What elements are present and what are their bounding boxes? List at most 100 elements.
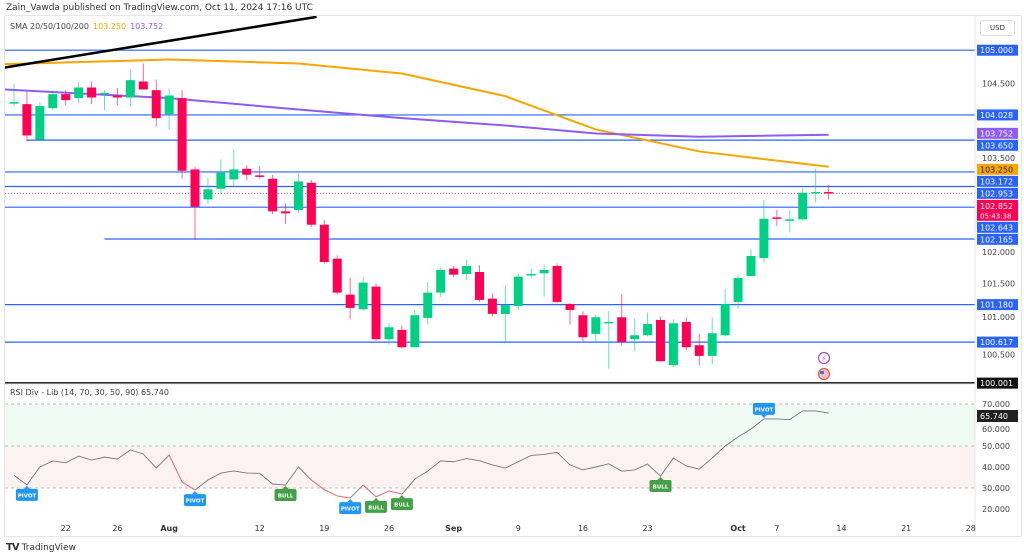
candle-body	[216, 172, 226, 189]
bar-countdown: 05:43:38	[980, 212, 1011, 220]
candle-body	[487, 298, 497, 314]
date-tick-label: 12	[255, 524, 265, 533]
level-price-label-bg	[977, 233, 1018, 245]
price-tick-label: 101.000	[982, 313, 1015, 322]
candle-body	[87, 87, 97, 98]
rsi-signal-label: BULL	[394, 503, 410, 509]
candle-body	[242, 168, 252, 175]
date-tick-label: 21	[901, 524, 911, 533]
currency-button[interactable]: USD	[980, 20, 1015, 36]
rsi-signal-bull	[649, 480, 672, 493]
lightning-glyph: ⚡	[822, 355, 827, 363]
candle-body	[526, 273, 536, 276]
candle-body	[656, 319, 665, 362]
candle-body	[694, 345, 704, 356]
sma100-line	[4, 58, 829, 168]
rsi-signal-pointer	[347, 499, 354, 503]
rsi-legend[interactable]: RSI Div - Lib (14, 70, 30, 50, 90) 65.74…	[10, 388, 169, 397]
candle-body	[578, 315, 588, 338]
rsi-legend-title: RSI Div - Lib (14, 70, 30, 50, 90)	[10, 388, 139, 397]
candle-body	[552, 265, 562, 302]
candle-body	[707, 333, 717, 356]
candle-body	[74, 87, 84, 99]
price-tick-label: 101.500	[982, 279, 1015, 288]
date-tick-label: 23	[642, 524, 652, 533]
date-tick-label: 19	[319, 524, 329, 533]
level-price-label: 105.000	[980, 46, 1013, 55]
level-price-label-bg	[977, 187, 1018, 199]
candle-body	[229, 169, 239, 180]
rsi-signal-bull	[365, 500, 388, 513]
rsi-signal-pointer	[373, 497, 380, 501]
rsi-signal-pointer	[192, 491, 199, 495]
tradingview-logo: TV TradingView	[6, 542, 76, 553]
rsi-current-label-bg	[977, 410, 1018, 422]
sma-price-label-bg	[977, 163, 1018, 175]
candle-body	[798, 192, 808, 220]
sma-legend[interactable]: SMA 20/50/100/200 103.250 103.752	[10, 22, 163, 31]
rsi-signal-label: PIVOT	[18, 493, 37, 499]
level-price-label: 102.165	[980, 235, 1013, 244]
level-price-label-bg	[977, 109, 1018, 121]
candle-body	[668, 323, 678, 366]
candle-body	[100, 92, 110, 95]
rsi-signal-bull	[274, 489, 297, 502]
candle-body	[720, 303, 730, 336]
rsi-signal-label: PIVOT	[755, 407, 774, 413]
current-price-label-bg	[977, 199, 1018, 221]
candle-body	[759, 218, 769, 258]
sma200-line	[4, 88, 829, 138]
rsi-signal-pivot	[752, 402, 775, 415]
date-tick-label: Sep	[445, 524, 462, 533]
date-tick-label: 16	[578, 524, 588, 533]
date-tick-label: Aug	[160, 524, 178, 533]
level-price-label: 102.953	[980, 189, 1013, 198]
rsi-divergence-segment	[168, 454, 196, 491]
date-tick-label: 28	[966, 524, 976, 533]
rsi-neutral-zone	[5, 446, 975, 488]
candle-body	[164, 95, 174, 115]
sma-price-label-bg	[977, 127, 1018, 139]
level-price-label-bg	[977, 299, 1018, 311]
candle-body	[500, 305, 510, 314]
trendline	[4, 15, 317, 69]
candle-body	[358, 282, 368, 310]
candle-body	[617, 317, 627, 342]
candle-body	[384, 327, 394, 340]
rsi-legend-value: 65.740	[140, 388, 169, 397]
rsi-divergence-segment	[311, 479, 351, 499]
level-price-label-bg	[977, 221, 1018, 233]
candle-body	[604, 321, 614, 324]
candle-body	[112, 95, 122, 98]
candle-body	[22, 104, 32, 136]
candle-body	[824, 192, 834, 194]
level-price-label: 101.180	[980, 301, 1013, 310]
price-tick-label: 104.500	[982, 80, 1015, 89]
level-price-label: 103.650	[980, 141, 1013, 150]
rsi-signal-label: BULL	[368, 505, 384, 511]
candle-body	[138, 81, 148, 90]
candle-body	[177, 98, 187, 171]
candle-body	[9, 102, 19, 104]
candle-body	[255, 175, 265, 177]
date-tick-label: 9	[516, 524, 521, 533]
rsi-signal-label: PIVOT	[341, 507, 360, 513]
candle-body	[281, 211, 291, 214]
candle-body	[35, 106, 45, 140]
rsi-tick-label: 50.000	[982, 442, 1010, 451]
rsi-signal-pointer	[23, 485, 30, 489]
rsi-tick-label: 30.000	[982, 484, 1010, 493]
level-price-label-bg	[977, 139, 1018, 151]
candle-body	[513, 276, 523, 306]
date-tick-label: Oct	[730, 524, 746, 533]
price-tick-label: 100.500	[982, 351, 1015, 360]
rsi-current-label: 65.740	[980, 412, 1008, 421]
brand-name: TradingView	[21, 542, 76, 553]
candle-body	[565, 303, 575, 310]
rsi-signal-pivot	[15, 488, 38, 501]
sma-price-label: 103.250	[980, 165, 1013, 174]
rsi-signal-label: BULL	[653, 485, 669, 491]
chart-frame	[4, 15, 1022, 537]
level-price-label-bg	[977, 336, 1018, 348]
